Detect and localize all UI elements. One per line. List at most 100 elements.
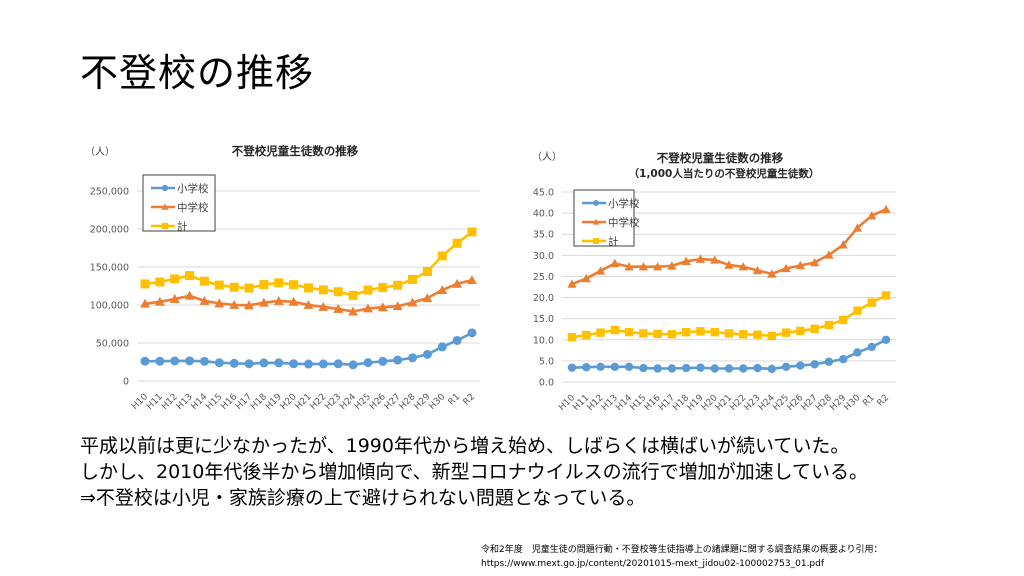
data-point-triangle (467, 275, 477, 285)
legend-label: 計 (608, 235, 619, 248)
data-point-circle (796, 361, 805, 370)
data-point-circle (274, 358, 284, 368)
data-point-triangle (333, 303, 344, 313)
y-tick-label: 25.0 (533, 272, 554, 283)
data-point-triangle (610, 258, 620, 268)
x-tick-label: R1 (447, 392, 463, 408)
data-point-triangle (624, 262, 634, 271)
data-point-square (199, 276, 209, 286)
data-point-square (467, 227, 477, 237)
data-point-square (767, 331, 777, 341)
legend-label: 小学校 (608, 197, 640, 210)
y-tick-label: 5.0 (539, 356, 554, 367)
data-point-triangle (348, 306, 359, 316)
data-point-triangle (567, 279, 577, 288)
data-point-square (452, 238, 462, 248)
data-point-circle (304, 359, 313, 369)
legend-label: 小学校 (177, 182, 209, 195)
data-point-circle (653, 364, 662, 373)
y-tick-label: 50,000 (96, 339, 129, 350)
data-point-circle (593, 200, 599, 206)
data-point-triangle (437, 285, 448, 294)
citation: 令和2年度 児童生徒の問題行動・不登校等生徒指導上の諸課題に関する調査結果の概要… (481, 543, 883, 571)
data-point-square (393, 280, 403, 290)
data-point-square (853, 306, 862, 315)
data-point-square (710, 327, 719, 337)
data-point-square (582, 330, 591, 340)
data-point-square (318, 285, 328, 295)
y-tick-label: 10.0 (533, 335, 554, 346)
data-point-circle (596, 362, 605, 371)
x-tick-label: R2 (876, 393, 892, 409)
data-point-triangle (795, 260, 805, 270)
citation-url[interactable]: https://www.mext.go.jp/content/20201015-… (481, 559, 825, 569)
data-point-square (881, 291, 891, 300)
data-point-triangle (244, 300, 254, 310)
data-point-triangle (140, 298, 150, 308)
data-point-circle (639, 363, 648, 373)
data-point-square (696, 327, 705, 336)
data-point-circle (724, 364, 734, 373)
y-unit-label: （人） (85, 146, 115, 158)
chart-per-thousand-svg: （人） 不登校児童生徒数の推移 （1,000人当たりの不登校児童生徒数） 0.0 5.0… (532, 151, 896, 410)
data-point-circle (348, 360, 358, 370)
y-tick-label: 15.0 (533, 314, 554, 325)
y-tick-label: 100,000 (90, 301, 129, 312)
data-point-triangle (452, 278, 463, 288)
data-point-square (244, 283, 254, 293)
data-point-triangle (738, 262, 748, 271)
y-tick-label: 30.0 (533, 251, 554, 262)
data-point-square (838, 315, 848, 325)
x-tick-label: H30 (427, 392, 447, 412)
data-point-square (753, 330, 762, 339)
data-point-circle (199, 356, 209, 366)
data-point-triangle (752, 265, 763, 275)
data-point-triangle (638, 262, 648, 271)
data-point-triangle (695, 254, 706, 263)
data-point-triangle (767, 269, 777, 278)
data-point-triangle (724, 260, 734, 269)
x-tick-label: R2 (462, 392, 478, 408)
data-point-triangle (595, 266, 606, 275)
data-point-triangle (881, 204, 891, 214)
data-point-square (437, 251, 447, 261)
data-point-triangle (710, 255, 720, 264)
data-point-circle (378, 356, 388, 366)
y-tick-label: 20.0 (533, 293, 554, 304)
data-point-triangle (363, 303, 373, 313)
y-tick-label: 35.0 (533, 230, 554, 241)
data-point-square (333, 287, 343, 297)
data-point-square (667, 330, 677, 339)
data-point-triangle (154, 296, 165, 306)
data-point-circle (363, 358, 373, 368)
data-point-circle (437, 342, 447, 352)
data-point-circle (867, 342, 876, 352)
data-point-square (170, 274, 180, 284)
y-tick-label: 45.0 (533, 188, 554, 199)
data-point-triangle (781, 263, 791, 273)
data-point-square (593, 238, 599, 244)
data-point-square (624, 327, 634, 337)
data-point-circle (244, 359, 254, 369)
y-unit-label: （人） (532, 151, 562, 163)
data-point-square (739, 330, 748, 339)
data-point-circle (422, 349, 432, 359)
data-point-triangle (229, 300, 240, 309)
chart-title: 不登校児童生徒数の推移 (657, 151, 784, 165)
data-point-square (259, 280, 269, 290)
data-point-square (824, 320, 834, 330)
data-point-circle (567, 363, 577, 372)
data-point-triangle (852, 223, 863, 232)
body-line-1: 平成以前は更に少なかったが、1990年代から増え始め、しばらくは横ばいが続いてい… (80, 435, 850, 457)
data-point-triangle (667, 261, 677, 270)
data-point-triangle (169, 294, 180, 303)
legend-box (573, 189, 635, 247)
data-point-square (274, 278, 284, 288)
data-point-square (810, 324, 819, 333)
data-point-triangle (161, 203, 169, 210)
data-point-circle (610, 362, 620, 371)
data-point-circle (452, 335, 462, 345)
data-point-circle (289, 359, 299, 369)
data-point-circle (838, 355, 848, 364)
data-point-triangle (377, 302, 388, 312)
